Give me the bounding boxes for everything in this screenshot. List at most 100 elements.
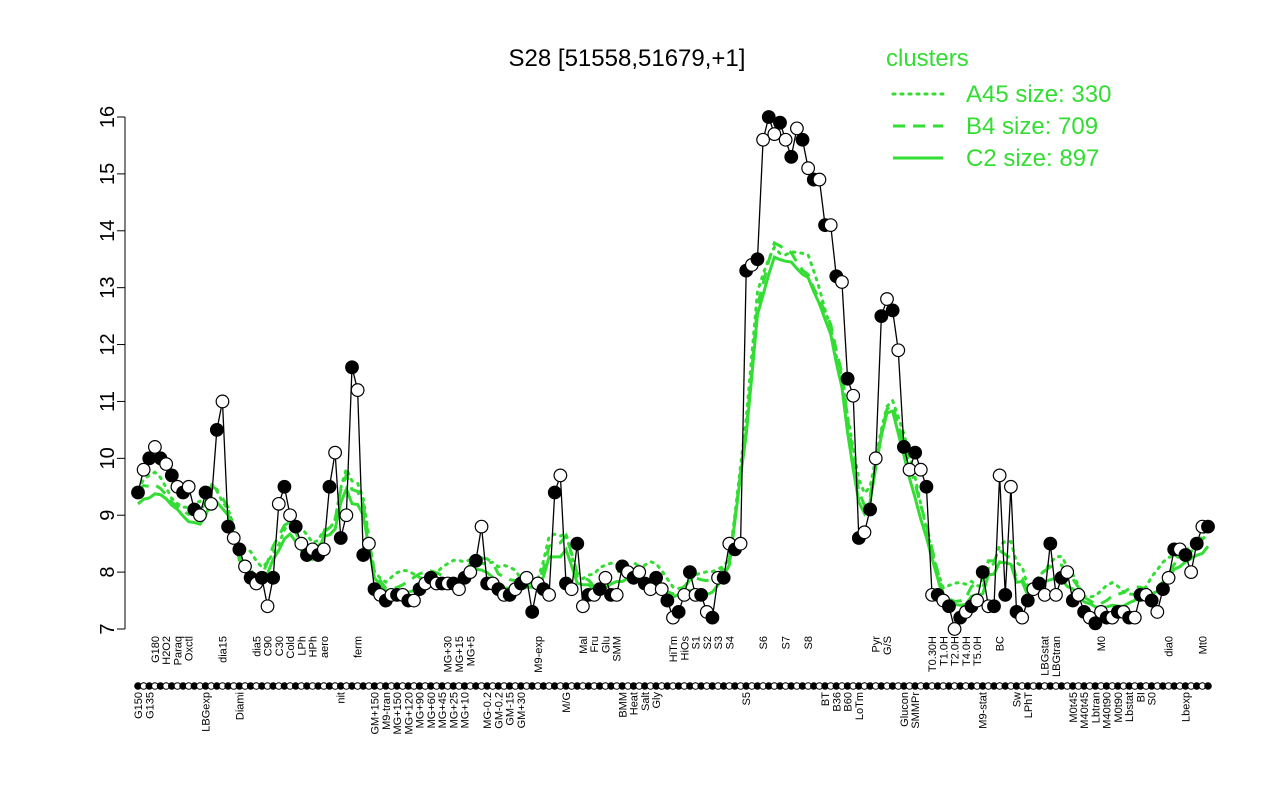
data-point <box>795 132 810 147</box>
data-point <box>361 536 376 551</box>
data-point <box>694 587 709 602</box>
x-tick-label: M/G <box>561 692 573 713</box>
data-point <box>1201 519 1215 534</box>
x-tick-label: ferm <box>353 636 365 658</box>
data-point <box>570 536 585 551</box>
x-tick-label: S3 <box>713 636 725 649</box>
data-point <box>204 496 219 511</box>
x-tick-label: C30 <box>274 636 286 656</box>
y-tick-label: 15 <box>97 163 119 185</box>
legend-entry-b4: B4 size: 709 <box>966 113 1098 140</box>
x-axis: G150 G135 G180 H2O2 Paraq Oxctl LBGexp dia15 Dia… <box>133 636 1212 735</box>
data-point <box>260 599 275 614</box>
x-tick-label: S8 <box>803 636 815 649</box>
x-tick-label: aero <box>319 636 331 658</box>
x-tick-label: MG+60 <box>426 692 438 728</box>
data-point <box>660 593 675 608</box>
x-tick-label: M40t90 <box>1102 692 1114 729</box>
x-tick-label: M9-stat <box>978 692 990 729</box>
x-tick-label: G/S <box>882 636 894 655</box>
data-point <box>682 565 697 580</box>
x-tick-label: Diami <box>234 692 246 720</box>
x-tick-label: Glu <box>600 636 612 653</box>
x-tick-label: T1.0H <box>938 636 950 666</box>
x-tick-label: B60 <box>843 692 855 712</box>
data-point <box>266 570 281 585</box>
cluster-line-c2 <box>137 255 1210 610</box>
data-point <box>181 479 196 494</box>
x-tick-label: LPh <box>296 636 308 656</box>
data-point <box>812 172 827 187</box>
x-tick-label: S2 <box>702 636 714 649</box>
y-tick-label: 7 <box>97 623 119 634</box>
x-tick-label: S4 <box>724 636 736 649</box>
x-tick-label: GM-15 <box>505 692 517 726</box>
data-point <box>333 531 348 545</box>
data-point <box>474 519 489 534</box>
x-tick-label: MG+25 <box>448 692 460 728</box>
data-point <box>1015 610 1030 625</box>
y-tick-label: 16 <box>97 106 119 128</box>
x-tick-label: Lbstat <box>1124 692 1136 722</box>
x-tick-label: M0t45 <box>1068 692 1080 723</box>
x-tick-label: SMMPr <box>910 692 922 729</box>
data-point <box>823 218 838 232</box>
x-tick-label: BT <box>820 692 832 706</box>
x-tick-label: B36 <box>831 692 843 712</box>
data-point <box>1088 616 1103 631</box>
data-point <box>1156 582 1170 597</box>
x-tick-label: LBGstat <box>1040 636 1052 676</box>
x-tick-label: MG+45 <box>437 692 449 728</box>
data-point <box>863 502 878 517</box>
x-tick-label: MG+10 <box>460 692 472 728</box>
x-tick-label: S0 <box>1147 692 1159 705</box>
data-point <box>232 542 247 557</box>
x-tick-label: MG+15 <box>454 636 466 672</box>
x-tick-label: MG+90 <box>415 692 427 728</box>
data-point <box>1127 610 1142 625</box>
data-point <box>733 536 748 551</box>
x-tick-label: Lbexp <box>1180 692 1192 722</box>
y-tick-label: 11 <box>97 391 119 412</box>
x-tick-label: Gly <box>651 692 663 709</box>
data-point <box>283 508 297 523</box>
chart-title: S28 [51558,51679,+1] <box>509 45 746 72</box>
legend-entry-a45: A45 size: 330 <box>966 81 1111 108</box>
data-point <box>159 457 174 471</box>
x-tick-label: LPhT <box>1023 692 1035 719</box>
x-tick-label: S5 <box>741 692 753 705</box>
x-tick-label: GM+30 <box>516 692 528 728</box>
data-point <box>356 548 371 562</box>
data-point <box>874 309 889 324</box>
x-tick-label: H2O2 <box>161 636 173 665</box>
x-tick-label: T2.0H <box>950 636 962 666</box>
x-tick-label: HiOs <box>679 636 691 661</box>
data-point <box>345 360 359 375</box>
data-point <box>756 132 771 147</box>
x-tick-label: BC <box>995 636 1007 651</box>
data-point <box>767 127 782 141</box>
data-point <box>221 519 236 534</box>
data-point <box>942 599 956 614</box>
x-tick-label: G135 <box>144 692 156 719</box>
x-tick-label: MG-0.2 <box>482 692 494 729</box>
x-tick-label: Glucon <box>899 692 911 727</box>
data-point <box>761 110 776 124</box>
data-point <box>209 422 224 437</box>
x-tick-label: M40t45 <box>1079 692 1091 729</box>
data-point <box>846 388 861 403</box>
data-point <box>1161 570 1176 585</box>
data-point <box>773 115 787 130</box>
x-tick-label: MG+150 <box>392 692 404 735</box>
data-point <box>136 462 151 477</box>
cluster-line-a45 <box>136 244 1210 599</box>
x-tick-label: S7 <box>781 636 793 649</box>
data-point <box>238 559 252 574</box>
data-point <box>919 479 934 494</box>
x-tick-label: Mal <box>578 636 590 654</box>
data-point <box>778 132 793 147</box>
x-tick-label: Salt <box>640 692 652 711</box>
x-tick-label: Oxctl <box>184 636 196 661</box>
x-tick-label: Heat <box>629 692 641 715</box>
